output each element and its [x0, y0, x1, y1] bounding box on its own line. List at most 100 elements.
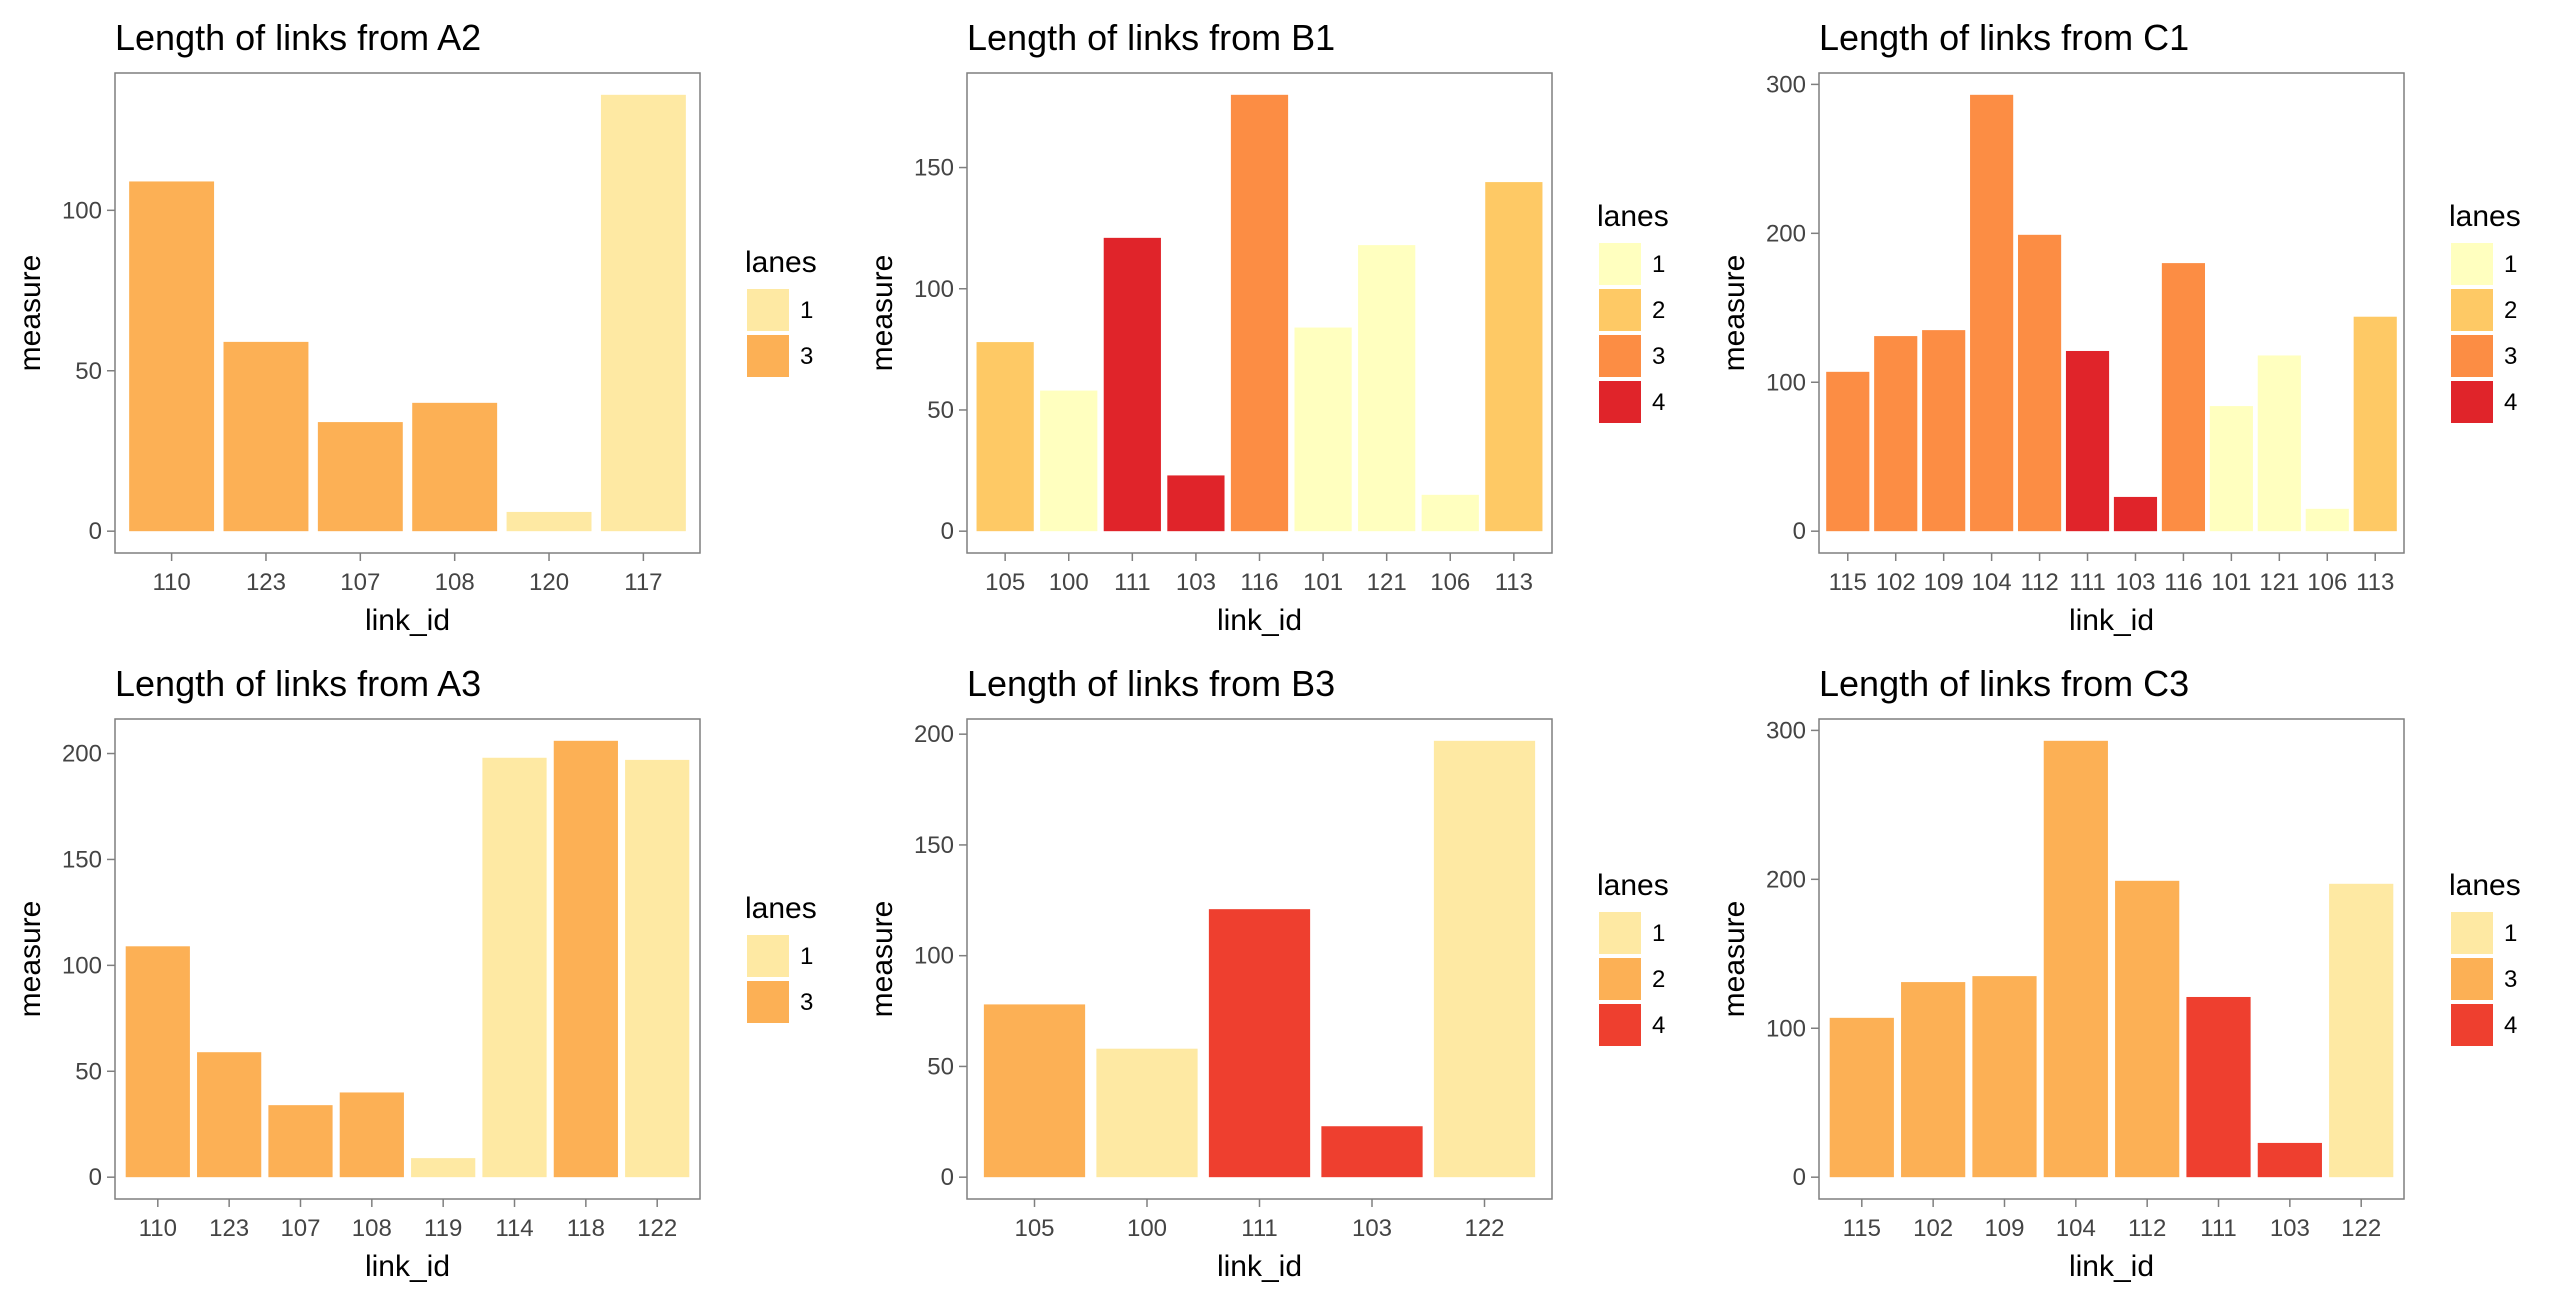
- bar-106: [1421, 494, 1479, 532]
- bar-107: [317, 422, 403, 532]
- legend-label: 3: [800, 989, 813, 1016]
- x-tick-label: 104: [1972, 569, 2012, 596]
- x-tick-label: 110: [139, 1215, 177, 1242]
- bar-113: [2353, 316, 2397, 532]
- x-tick-label: 122: [637, 1215, 677, 1242]
- bar-101: [1294, 327, 1352, 532]
- bar-116: [1230, 94, 1289, 532]
- legend-swatch: [1599, 381, 1641, 423]
- x-tick-label: 103: [2115, 569, 2155, 596]
- legend-label: 4: [2504, 1012, 2517, 1039]
- chart-title: Length of links from B1: [967, 17, 1335, 58]
- x-tick-label: 105: [1014, 1215, 1054, 1242]
- bar-111: [1208, 909, 1311, 1178]
- x-tick-label: 121: [1367, 569, 1407, 596]
- legend-title: lanes: [1597, 869, 1669, 902]
- bar-113: [1485, 182, 1543, 532]
- bar-112: [2115, 880, 2180, 1178]
- bar-102: [1901, 982, 1966, 1178]
- x-tick-label: 112: [2020, 569, 2058, 596]
- legend-swatch: [747, 935, 789, 977]
- bar-117: [600, 94, 686, 532]
- bar-112: [2017, 234, 2062, 532]
- legend-swatch: [2451, 958, 2493, 1000]
- y-tick-label: 0: [941, 518, 954, 545]
- bar-104: [1970, 94, 2014, 532]
- y-tick-label: 0: [1793, 1164, 1806, 1191]
- chart-title: Length of links from B3: [967, 663, 1335, 704]
- bar-109: [1972, 976, 2037, 1178]
- y-tick-label: 200: [1766, 220, 1806, 247]
- y-tick-label: 150: [62, 846, 102, 873]
- legend-label: 2: [1652, 297, 1665, 324]
- x-tick-label: 100: [1127, 1215, 1167, 1242]
- x-tick-label: 103: [1176, 569, 1216, 596]
- bar-101: [2209, 406, 2253, 532]
- x-tick-label: 122: [2341, 1215, 2381, 1242]
- x-tick-label: 100: [1049, 569, 1089, 596]
- x-tick-label: 102: [1876, 569, 1916, 596]
- legend-swatch: [2451, 1004, 2493, 1046]
- x-tick-label: 101: [1303, 569, 1343, 596]
- x-tick-label: 123: [209, 1215, 249, 1242]
- y-tick-label: 100: [62, 952, 102, 979]
- x-axis-label: link_id: [365, 604, 450, 637]
- bar-121: [2257, 355, 2301, 532]
- x-tick-label: 106: [1430, 569, 1470, 596]
- y-tick-label: 0: [941, 1164, 954, 1191]
- x-tick-label: 111: [1114, 569, 1150, 596]
- legend-title: lanes: [2449, 869, 2521, 902]
- y-axis-label: measure: [14, 901, 47, 1018]
- legend-label: 2: [1652, 966, 1665, 993]
- y-tick-label: 0: [1793, 518, 1806, 545]
- chart-panel-a3: Length of links from A3 0 50 100 150 200 110 12…: [14, 663, 817, 1283]
- y-axis-label: measure: [866, 901, 899, 1018]
- bar-119: [411, 1158, 476, 1178]
- x-tick-label: 107: [280, 1215, 320, 1242]
- x-tick-label: 107: [340, 569, 380, 596]
- bar-115: [1829, 1017, 1894, 1178]
- y-axis-label: measure: [1718, 901, 1751, 1018]
- chart-title: Length of links from A2: [115, 17, 481, 58]
- x-tick-label: 121: [2259, 569, 2299, 596]
- bar-105: [983, 1004, 1086, 1178]
- bar-122: [625, 759, 690, 1178]
- legend-label: 1: [2504, 920, 2517, 947]
- legend-label: 1: [800, 297, 813, 324]
- legend-title: lanes: [2449, 200, 2521, 233]
- legend-swatch: [747, 981, 789, 1023]
- bar-109: [1922, 330, 1966, 532]
- y-tick-label: 300: [1766, 717, 1806, 744]
- x-tick-label: 117: [624, 569, 662, 596]
- bar-115: [1826, 371, 1870, 532]
- legend-label: 3: [800, 343, 813, 370]
- x-tick-label: 123: [246, 569, 286, 596]
- bar-122: [1433, 740, 1536, 1178]
- legend-swatch: [2451, 289, 2493, 331]
- bar-111: [2186, 996, 2251, 1178]
- x-tick-label: 111: [1241, 1215, 1277, 1242]
- y-tick-label: 200: [62, 741, 102, 768]
- legend-label: 1: [1652, 251, 1665, 278]
- legend-label: 4: [1652, 1012, 1665, 1039]
- legend-swatch: [1599, 1004, 1641, 1046]
- bar-108: [339, 1092, 404, 1178]
- y-tick-label: 100: [1766, 369, 1806, 396]
- bar-106: [2305, 508, 2349, 532]
- x-tick-label: 103: [1352, 1215, 1392, 1242]
- bar-104: [2043, 740, 2108, 1178]
- legend-swatch: [747, 335, 789, 377]
- x-tick-label: 106: [2307, 569, 2347, 596]
- x-tick-label: 103: [2270, 1215, 2310, 1242]
- chart-title: Length of links from C1: [1819, 17, 2189, 58]
- legend-swatch: [1599, 958, 1641, 1000]
- y-tick-label: 150: [914, 832, 954, 859]
- chart-panel-a2: Length of links from A2 0 50 100 110 123 107 10…: [14, 17, 817, 637]
- x-tick-label: 112: [2128, 1215, 2166, 1242]
- y-tick-label: 100: [62, 197, 102, 224]
- y-tick-label: 200: [914, 721, 954, 748]
- bar-122: [2329, 883, 2394, 1178]
- y-tick-label: 150: [914, 155, 954, 182]
- bar-100: [1040, 390, 1098, 532]
- x-tick-label: 104: [2056, 1215, 2096, 1242]
